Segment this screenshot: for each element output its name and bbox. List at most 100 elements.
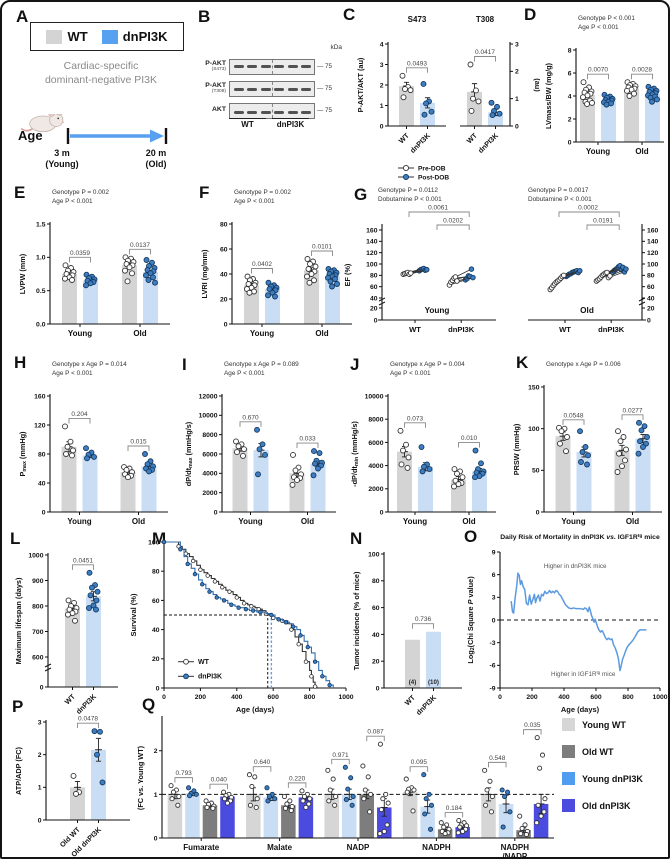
blot-row-label: P-AKT (T308) <box>205 81 226 94</box>
svg-text:0: 0 <box>568 139 572 146</box>
model-caption: Cardiac-specific dominant-negative PI3K <box>44 60 158 87</box>
panel-label-i: I <box>182 355 187 374</box>
svg-text:80: 80 <box>152 569 160 576</box>
svg-text:S473: S473 <box>408 15 427 24</box>
svg-text:EF (%): EF (%) <box>343 263 352 286</box>
svg-text:Genotype x Age P = 0.014: Genotype x Age P = 0.014 <box>52 361 127 368</box>
panel-label-q: Q <box>142 695 156 714</box>
svg-text:Genotype x Age P = 0.004: Genotype x Age P = 0.004 <box>390 361 465 368</box>
svg-text:P-AKT/AKT (au): P-AKT/AKT (au) <box>356 57 365 112</box>
blot-row-label: AKT <box>212 106 226 114</box>
blot-row-1: P-AKT (S473) — 75 <box>194 58 332 75</box>
svg-text:Old: Old <box>132 517 145 526</box>
svg-text:dnPI3K: dnPI3K <box>448 325 475 334</box>
svg-text:400: 400 <box>231 694 243 701</box>
svg-text:40: 40 <box>647 295 655 302</box>
svg-text:100: 100 <box>647 261 659 268</box>
svg-text:Old: Old <box>580 306 594 315</box>
svg-text:40: 40 <box>38 480 46 487</box>
svg-text:1.5: 1.5 <box>36 221 46 228</box>
svg-text:Age P < 0.001: Age P < 0.001 <box>234 198 275 205</box>
svg-text:Young: Young <box>403 517 427 526</box>
svg-text:0: 0 <box>380 509 384 516</box>
svg-text:40: 40 <box>152 627 160 634</box>
legend-swatch <box>562 718 575 731</box>
svg-text:dP/dtmax (mmHg/s): dP/dtmax (mmHg/s) <box>184 421 194 486</box>
svg-text:Pre-DOB: Pre-DOB <box>418 165 446 172</box>
svg-text:0: 0 <box>647 317 651 324</box>
chart-pakt-s473: 0 1 2 3 4 P-AKT/AKT (au) S473 WT dnPI3K 0.0493 <box>354 10 450 164</box>
svg-text:dnPI3K: dnPI3K <box>598 325 625 334</box>
svg-text:dnPI3K: dnPI3K <box>198 674 222 681</box>
panel-label-h: H <box>14 353 27 372</box>
svg-text:NADPH: NADPH <box>422 843 451 852</box>
svg-text:8: 8 <box>568 47 572 54</box>
svg-text:0.095: 0.095 <box>411 759 428 766</box>
svg-text:Tumor incidence (% of mice): Tumor incidence (% of mice) <box>352 571 361 670</box>
svg-text:Genotype P = 0.0112: Genotype P = 0.0112 <box>378 187 438 194</box>
svg-text:Old: Old <box>635 147 648 156</box>
svg-text:12000: 12000 <box>199 393 218 400</box>
svg-text:0.0451: 0.0451 <box>73 557 93 564</box>
panel-label-b: B <box>198 7 211 26</box>
svg-text:Age P < 0.001: Age P < 0.001 <box>224 370 265 377</box>
svg-text:40: 40 <box>372 632 380 639</box>
svg-text:dnPI3K: dnPI3K <box>476 130 500 154</box>
svg-text:Genotype x Age P = 0.089: Genotype x Age P = 0.089 <box>224 361 299 368</box>
age-label: Age <box>18 128 43 143</box>
svg-K: 0 50 100 150 PRSW (mmHg) Genotype x Age P = 0… <box>512 361 662 526</box>
svg-text:WT: WT <box>559 325 571 334</box>
svg-text:0: 0 <box>498 694 502 701</box>
svg-text:Survival (%): Survival (%) <box>129 593 138 636</box>
svg-text:0.793: 0.793 <box>176 770 193 777</box>
svg-text:Genotype P = 0.002: Genotype P = 0.002 <box>52 189 109 196</box>
svg-text:10000: 10000 <box>365 393 384 400</box>
svg-text:Dobutamine P < 0.001: Dobutamine P < 0.001 <box>528 196 592 203</box>
panel-label-p: P <box>12 697 24 716</box>
legend-swatch <box>562 799 575 812</box>
svg-text:50: 50 <box>532 468 540 475</box>
chart-prsw: 0 50 100 150 PRSW (mmHg) Genotype x Age P = 0… <box>510 354 666 532</box>
legend-label: Old dnPI3K <box>582 800 631 811</box>
svg-text:60: 60 <box>152 598 160 605</box>
panel-label-l: L <box>10 529 21 548</box>
svg-H: 0 40 80 120 160 Pmax (mmHg) Genotype x Age P =… <box>18 361 168 526</box>
svg-text:8000: 8000 <box>202 432 217 439</box>
svg-text:0: 0 <box>536 509 540 516</box>
svg-text:150: 150 <box>528 384 540 391</box>
svg-text:10000: 10000 <box>199 413 218 420</box>
legend-swatch <box>562 772 575 785</box>
svg-text:20: 20 <box>370 305 378 312</box>
svg-text:0.971: 0.971 <box>332 752 349 759</box>
svg-text:0.0002: 0.0002 <box>578 205 598 212</box>
svg-text:160: 160 <box>34 393 46 400</box>
svg-text:T308: T308 <box>476 15 495 24</box>
legend-entry-young-wt: Young WT <box>562 718 668 731</box>
svg-text:600: 600 <box>32 654 44 661</box>
blot-lane-groups: WT dnPI3K <box>226 118 312 129</box>
svg-text:0.0493: 0.0493 <box>407 60 427 67</box>
svg-text:LVRI (mg/mm): LVRI (mg/mm) <box>200 249 209 298</box>
svg-text:0.0417: 0.0417 <box>475 49 495 56</box>
svg-text:0.0359: 0.0359 <box>70 250 90 257</box>
svg-text:Age (days): Age (days) <box>236 705 275 714</box>
svg-text:Daily Risk of Mortality in dnP: Daily Risk of Mortality in dnPI3K vs. IG… <box>500 533 660 541</box>
svg-text:1: 1 <box>38 785 42 792</box>
svg-text:160: 160 <box>647 227 659 234</box>
svg-text:Young: Young <box>425 306 450 315</box>
svg-text:LVmass/BW (mg/g): LVmass/BW (mg/g) <box>544 62 553 129</box>
legend-entry-wt: WT <box>46 29 88 44</box>
panel-label-n: N <box>350 529 363 548</box>
svg-text:Old: Old <box>626 517 639 526</box>
svg-text:4000: 4000 <box>202 471 217 478</box>
svg-text:Fumarate: Fumarate <box>183 843 220 852</box>
svg-E: 0.0 0.5 1.0 1.5 LVPW (mm) Genotype P = 0.002 A… <box>18 189 170 338</box>
chart-lvmass-bw: 0 2 4 6 8 LVmass/BW (mg/g) Genotype P < 0.001 A… <box>542 8 668 162</box>
wt-swatch <box>46 29 63 44</box>
svg-text:60: 60 <box>372 605 380 612</box>
svg-text:80: 80 <box>647 273 655 280</box>
svg-text:Age (days): Age (days) <box>561 705 600 714</box>
svg-text:6: 6 <box>492 572 496 579</box>
